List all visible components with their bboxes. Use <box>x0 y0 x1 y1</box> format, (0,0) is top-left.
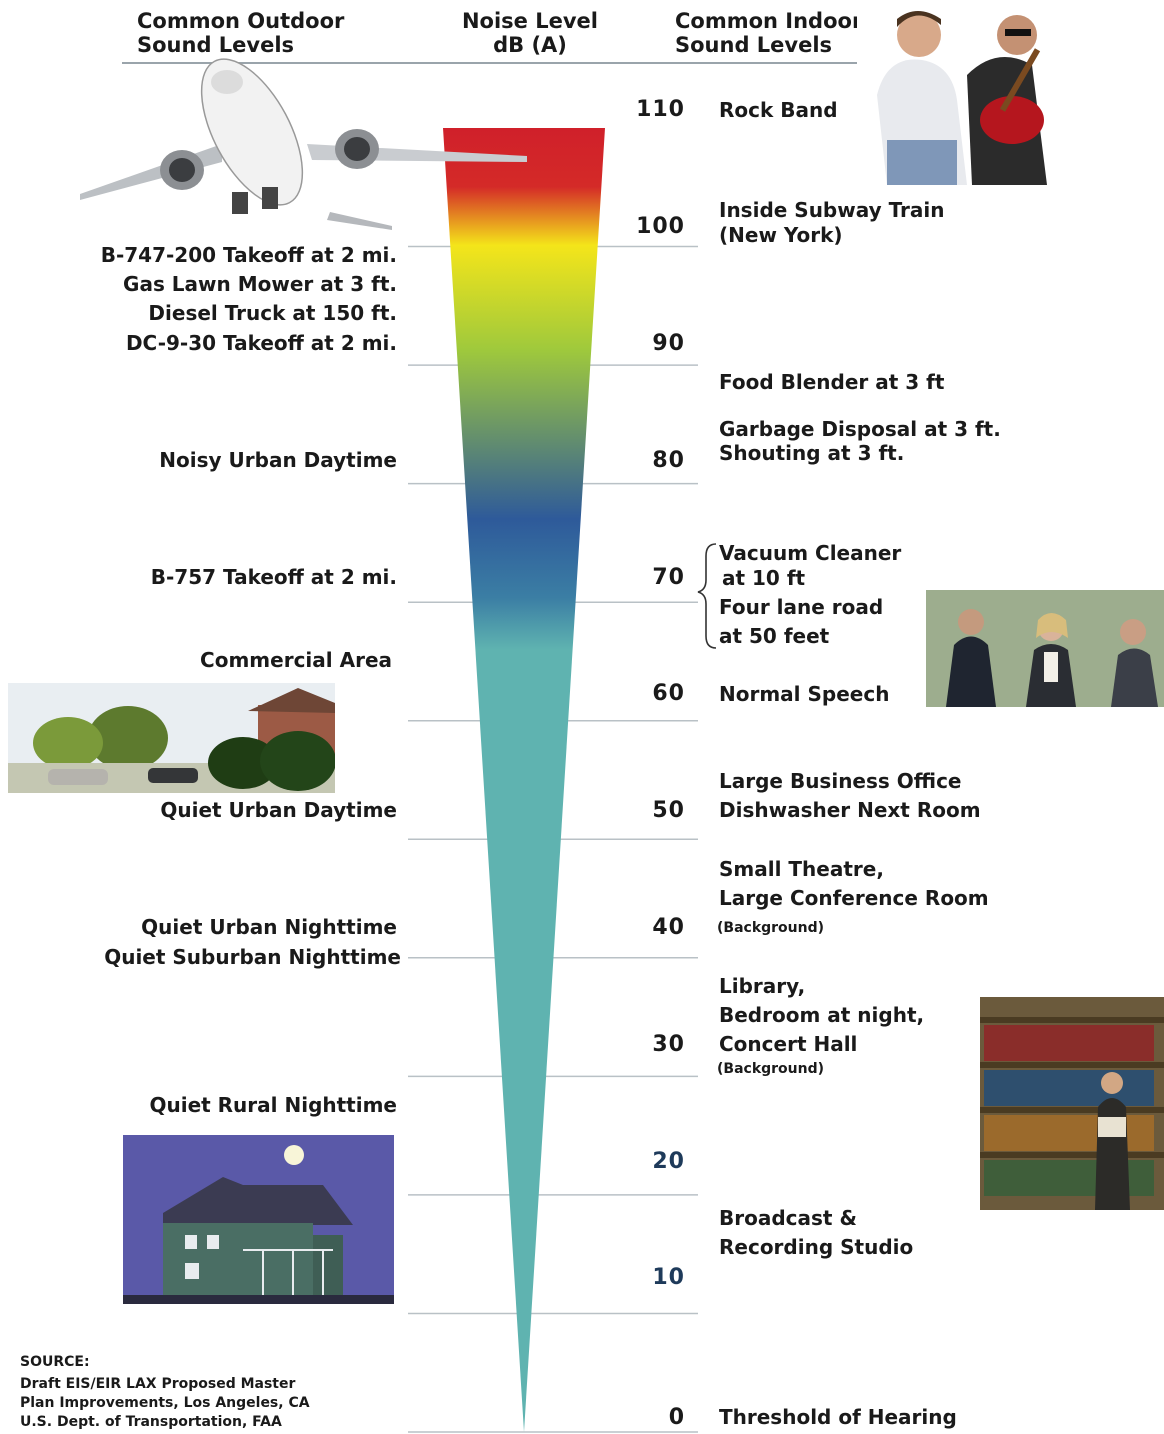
outdoor-label: B-757 Takeoff at 2 mi. <box>150 565 397 589</box>
outdoor-label: Gas Lawn Mower at 3 ft. <box>123 272 397 296</box>
outdoor-label: Quiet Suburban Nighttime <box>104 945 401 969</box>
outdoor-label: Quiet Urban Nighttime <box>141 915 397 939</box>
tick-label-50: 50 <box>652 798 685 823</box>
tick-label-80: 80 <box>652 448 685 473</box>
source-line: U.S. Dept. of Transportation, FAA <box>20 1414 282 1430</box>
indoor-label: Rock Band <box>719 98 838 122</box>
outdoor-header-line1: Common Outdoor <box>137 9 345 33</box>
indoor-label: Concert Hall <box>719 1032 858 1056</box>
airplane-photo <box>72 52 532 242</box>
indoor-label: Large Conference Room <box>719 886 989 910</box>
indoor-label: Large Business Office <box>719 769 962 793</box>
vacuum-road-brace <box>697 543 717 649</box>
tick-label-10: 10 <box>652 1265 685 1290</box>
indoor-label: at 10 ft <box>722 566 806 590</box>
indoor-label: Threshold of Hearing <box>719 1405 957 1429</box>
tick-label-70: 70 <box>652 565 685 590</box>
indoor-header-line1: Common Indoor <box>675 9 863 33</box>
indoor-label: Vacuum Cleaner <box>719 541 902 565</box>
tick-label-110: 110 <box>636 97 685 122</box>
indoor-label: Shouting at 3 ft. <box>719 441 905 465</box>
outdoor-label: Quiet Rural Nighttime <box>149 1093 397 1117</box>
indoor-label: Normal Speech <box>719 682 890 706</box>
rural-house-night-photo <box>123 1135 394 1304</box>
indoor-header: Common Indoor Sound Levels <box>675 9 862 57</box>
tick-label-20: 20 <box>652 1149 685 1174</box>
indoor-label: Garbage Disposal at 3 ft. <box>719 417 1001 441</box>
tick-label-40: 40 <box>652 915 685 940</box>
indoor-label: Broadcast & <box>719 1206 857 1230</box>
tick-label-100: 100 <box>636 214 685 239</box>
outdoor-label: B-747-200 Takeoff at 2 mi. <box>100 243 397 267</box>
indoor-header-line2: Sound Levels <box>675 33 833 57</box>
indoor-label: Inside Subway Train <box>719 198 945 222</box>
indoor-label: Dishwasher Next Room <box>719 798 981 822</box>
noise-level-header: Noise Level dB (A) <box>440 9 620 57</box>
noise-header-line2: dB (A) <box>493 33 567 57</box>
outdoor-header-line2: Sound Levels <box>137 33 295 57</box>
tick-label-90: 90 <box>652 331 685 356</box>
indoor-label: (New York) <box>719 223 843 247</box>
office-conversation-photo <box>926 590 1164 707</box>
indoor-label: Food Blender at 3 ft <box>719 370 945 394</box>
outdoor-label: Quiet Urban Daytime <box>160 798 397 822</box>
header-rule <box>122 62 1072 64</box>
outdoor-label: Diesel Truck at 150 ft. <box>148 301 397 325</box>
tick-label-0: 0 <box>668 1405 685 1430</box>
indoor-label: Recording Studio <box>719 1235 914 1259</box>
suburban-street-photo <box>8 683 335 793</box>
indoor-label: Library, <box>719 974 806 998</box>
indoor-label-note: (Background) <box>717 1061 825 1077</box>
indoor-label: Bedroom at night, <box>719 1003 925 1027</box>
indoor-label-note: (Background) <box>717 920 825 936</box>
tick-label-60: 60 <box>652 681 685 706</box>
source-heading: SOURCE: <box>20 1354 90 1370</box>
outdoor-header: Common Outdoor Sound Levels <box>137 9 344 57</box>
noise-level-wedge <box>443 128 605 1432</box>
indoor-label: at 50 feet <box>719 624 830 648</box>
indoor-label: Four lane road <box>719 595 884 619</box>
library-photo <box>980 997 1164 1210</box>
indoor-label: Small Theatre, <box>719 857 884 881</box>
tick-label-30: 30 <box>652 1032 685 1057</box>
outdoor-label: Noisy Urban Daytime <box>159 448 397 472</box>
rock-band-photo <box>857 5 1072 185</box>
noise-header-line1: Noise Level <box>461 9 598 33</box>
source-line: Draft EIS/EIR LAX Proposed Master <box>20 1376 296 1392</box>
outdoor-label: DC-9-30 Takeoff at 2 mi. <box>125 331 397 355</box>
source-line: Plan Improvements, Los Angeles, CA <box>20 1395 310 1411</box>
outdoor-label: Commercial Area <box>200 648 392 672</box>
